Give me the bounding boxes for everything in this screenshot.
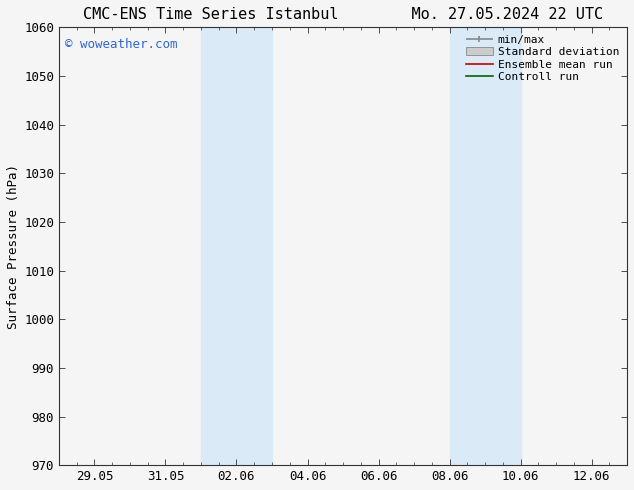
Text: © woweather.com: © woweather.com bbox=[65, 38, 177, 51]
Legend: min/max, Standard deviation, Ensemble mean run, Controll run: min/max, Standard deviation, Ensemble me… bbox=[463, 33, 621, 84]
Y-axis label: Surface Pressure (hPa): Surface Pressure (hPa) bbox=[7, 164, 20, 329]
Bar bbox=[450, 27, 521, 465]
Title: CMC-ENS Time Series Istanbul        Mo. 27.05.2024 22 UTC: CMC-ENS Time Series Istanbul Mo. 27.05.2… bbox=[83, 7, 603, 22]
Bar bbox=[201, 27, 272, 465]
